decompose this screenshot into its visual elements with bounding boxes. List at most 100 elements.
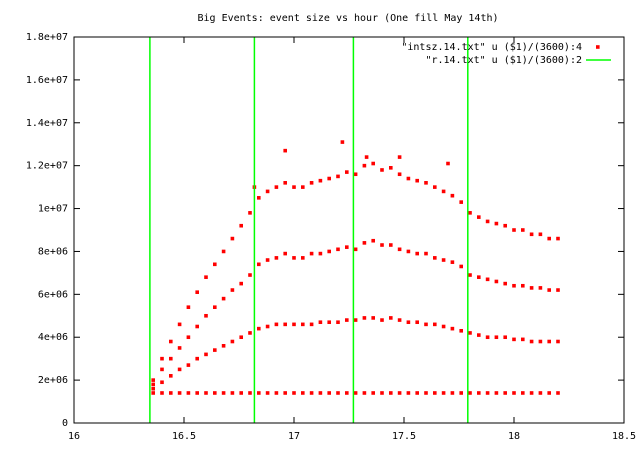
point — [283, 148, 287, 153]
point — [397, 155, 402, 159]
point — [195, 290, 199, 294]
point — [345, 391, 349, 395]
point — [230, 288, 235, 292]
point — [485, 335, 490, 340]
legend-label: "r.14.txt" u ($1)/(3600):2 — [425, 55, 582, 66]
point — [433, 185, 437, 189]
point — [512, 391, 516, 395]
point — [239, 391, 243, 395]
point — [406, 249, 411, 254]
point — [274, 391, 279, 395]
x-tick-label: 18.5 — [612, 431, 636, 442]
point — [169, 339, 173, 344]
point — [186, 391, 191, 395]
point — [195, 324, 199, 329]
point — [257, 196, 261, 200]
point — [441, 189, 446, 194]
point — [292, 185, 296, 189]
point — [538, 232, 543, 237]
point — [441, 324, 446, 329]
point — [459, 200, 463, 204]
point — [213, 262, 217, 267]
point — [556, 236, 560, 241]
point — [327, 320, 331, 325]
point — [301, 391, 305, 395]
point — [371, 238, 375, 243]
point — [424, 391, 428, 395]
point — [204, 391, 208, 395]
point — [239, 281, 243, 286]
point — [433, 322, 437, 327]
point — [441, 258, 446, 262]
x-tick-label: 16.5 — [172, 431, 196, 442]
point — [230, 236, 235, 241]
point — [301, 322, 305, 327]
point — [380, 168, 384, 172]
point — [265, 189, 270, 194]
point — [485, 391, 490, 395]
point — [371, 391, 375, 395]
point — [362, 241, 367, 245]
point — [221, 391, 226, 395]
point — [318, 320, 323, 325]
point — [353, 391, 358, 395]
y-tick-label: 8e+06 — [38, 246, 68, 257]
point — [309, 181, 314, 185]
point — [547, 391, 551, 395]
point — [318, 178, 323, 183]
point — [477, 215, 481, 219]
point — [221, 296, 226, 301]
point — [406, 176, 411, 181]
point — [257, 262, 261, 267]
point — [477, 391, 481, 395]
point — [151, 391, 155, 395]
point — [380, 243, 384, 247]
point — [327, 391, 331, 395]
point — [257, 326, 261, 331]
point — [433, 391, 437, 395]
point — [327, 249, 331, 254]
point — [512, 228, 516, 232]
point — [345, 245, 349, 249]
y-tick-label: 1.8e+07 — [26, 32, 68, 43]
point — [485, 277, 490, 282]
point — [468, 273, 472, 277]
point — [538, 391, 543, 395]
point — [265, 324, 270, 329]
point — [340, 140, 345, 144]
point — [389, 391, 393, 395]
point — [371, 161, 375, 166]
point — [397, 318, 402, 322]
point — [494, 335, 499, 340]
y-tick-label: 4e+06 — [38, 332, 68, 343]
point — [283, 322, 287, 327]
point — [283, 251, 287, 256]
point — [415, 178, 419, 183]
point — [160, 356, 164, 361]
point — [274, 256, 279, 260]
point — [362, 316, 367, 320]
point — [485, 219, 490, 224]
x-tick-label: 16 — [68, 431, 80, 442]
point — [477, 275, 481, 279]
point — [538, 339, 543, 344]
point — [547, 236, 551, 241]
point — [521, 228, 525, 232]
point — [257, 391, 261, 395]
y-tick-label: 6e+06 — [38, 289, 68, 300]
point — [389, 166, 393, 170]
point — [446, 161, 450, 166]
point — [450, 260, 455, 264]
point — [521, 391, 525, 395]
point — [283, 181, 287, 185]
point — [151, 378, 155, 382]
x-tick-label: 17 — [288, 431, 300, 442]
point — [389, 316, 393, 320]
point — [336, 247, 340, 252]
point — [494, 279, 499, 284]
point — [468, 211, 472, 215]
point — [160, 380, 164, 385]
point — [529, 286, 534, 290]
point — [556, 288, 560, 292]
